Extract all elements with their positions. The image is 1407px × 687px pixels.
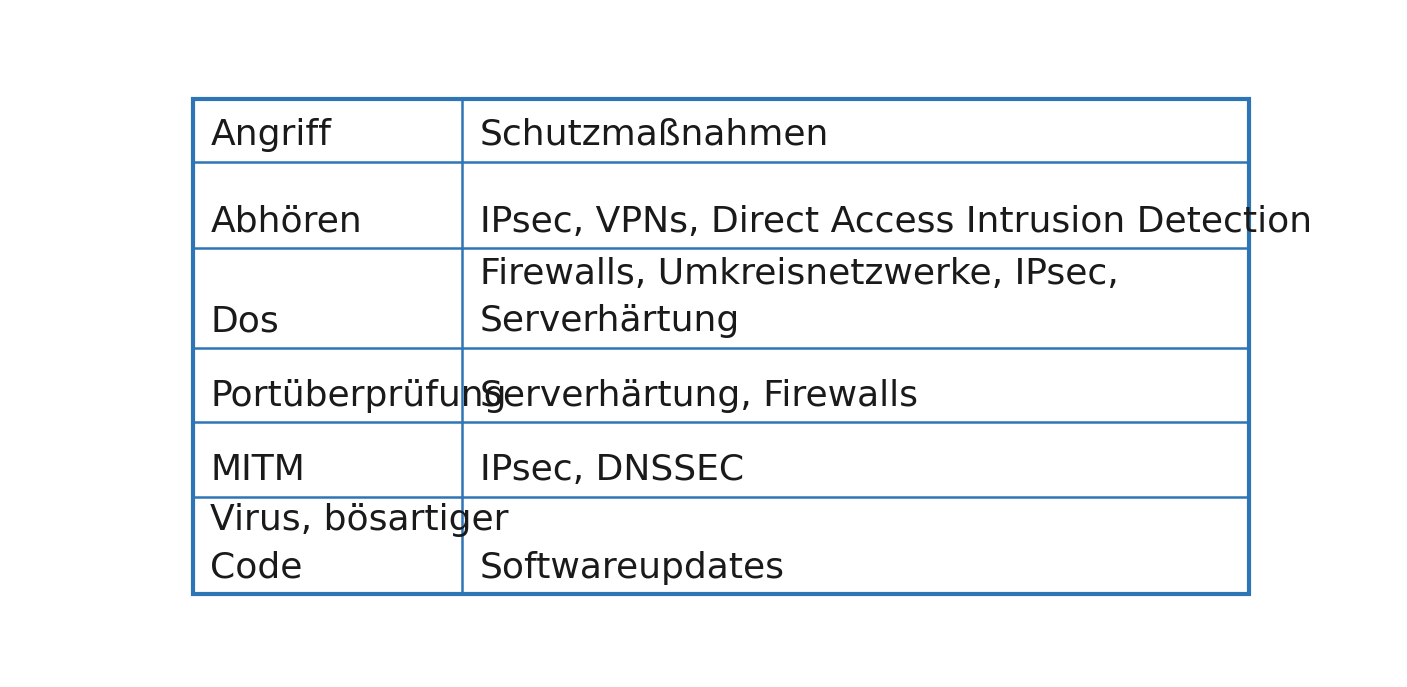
Text: IPsec, DNSSEC: IPsec, DNSSEC bbox=[480, 453, 744, 488]
Text: Virus, bösartiger
Code: Virus, bösartiger Code bbox=[211, 504, 509, 585]
Text: Serverhärtung, Firewalls: Serverhärtung, Firewalls bbox=[480, 379, 917, 413]
Text: Schutzmaßnahmen: Schutzmaßnahmen bbox=[480, 118, 829, 152]
Text: IPsec, VPNs, Direct Access Intrusion Detection: IPsec, VPNs, Direct Access Intrusion Det… bbox=[480, 205, 1311, 239]
Text: Softwareupdates: Softwareupdates bbox=[480, 551, 785, 585]
Text: Dos: Dos bbox=[211, 304, 279, 338]
Text: MITM: MITM bbox=[211, 453, 305, 488]
Text: Portüberprüfung: Portüberprüfung bbox=[211, 379, 507, 413]
Text: Angriff: Angriff bbox=[211, 118, 331, 152]
Text: Firewalls, Umkreisnetzwerke, IPsec,
Serverhärtung: Firewalls, Umkreisnetzwerke, IPsec, Serv… bbox=[480, 257, 1119, 338]
Text: Abhören: Abhören bbox=[211, 205, 362, 239]
